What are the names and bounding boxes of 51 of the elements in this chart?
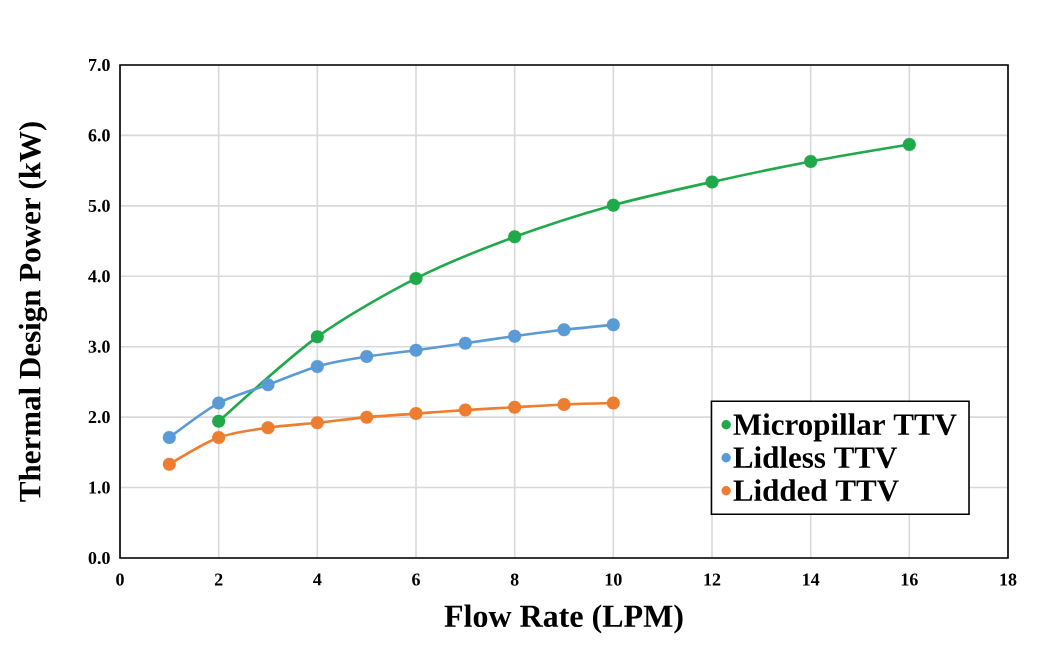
- point: [261, 378, 275, 392]
- x-tick-label: 2: [214, 573, 223, 586]
- y-tick-label: 6.0: [88, 129, 110, 142]
- y-tick-label: 2.0: [88, 411, 110, 424]
- point: [557, 397, 571, 412]
- point: [458, 403, 472, 417]
- legend-label: Lidless TTV: [733, 446, 898, 469]
- point: [162, 457, 176, 471]
- y-tick-label: 5.0: [88, 199, 110, 212]
- x-tick-label: 18: [1000, 573, 1017, 586]
- x-tick-label: 0: [116, 573, 124, 586]
- legend-label: Lidded TTV: [733, 479, 899, 502]
- point: [360, 350, 374, 364]
- x-axis-title: Flow Rate (LPM): [444, 604, 683, 634]
- y-tick-label: 1.0: [89, 481, 110, 494]
- point: [409, 407, 423, 421]
- point: [261, 421, 275, 435]
- point: [310, 330, 324, 344]
- point: [458, 336, 472, 350]
- y-tick-label: 0.0: [88, 551, 110, 565]
- point: [162, 430, 176, 445]
- x-tick-label: 10: [605, 573, 622, 586]
- point: [508, 400, 522, 414]
- x-tick-label: 4: [313, 573, 322, 586]
- point: [508, 230, 522, 244]
- x-tick-label: 16: [901, 573, 918, 586]
- x-tick-label: 14: [803, 573, 820, 586]
- y-tick-label: 7.0: [89, 58, 110, 72]
- point: [212, 396, 226, 410]
- point: [360, 410, 374, 424]
- point: [902, 138, 916, 152]
- point: [705, 175, 719, 189]
- point: [409, 343, 423, 357]
- y-tick-label: 3.0: [88, 340, 110, 353]
- point: [212, 414, 226, 428]
- point: [557, 323, 571, 337]
- x-tick-label: 8: [510, 573, 519, 586]
- x-tick-label: 6: [412, 573, 420, 586]
- y-tick-label: 4.0: [88, 270, 110, 283]
- point: [606, 198, 620, 212]
- point: [212, 430, 226, 445]
- point: [508, 329, 522, 343]
- x-tick-label: 12: [704, 573, 721, 586]
- point: [606, 318, 620, 332]
- y-axis-title: Thermal Design Power (kW): [18, 122, 48, 502]
- legend-label: Micropillar TTV: [733, 413, 957, 442]
- point: [310, 359, 324, 373]
- point: [606, 396, 620, 410]
- point: [804, 154, 818, 169]
- point: [409, 271, 423, 285]
- point: [310, 416, 324, 430]
